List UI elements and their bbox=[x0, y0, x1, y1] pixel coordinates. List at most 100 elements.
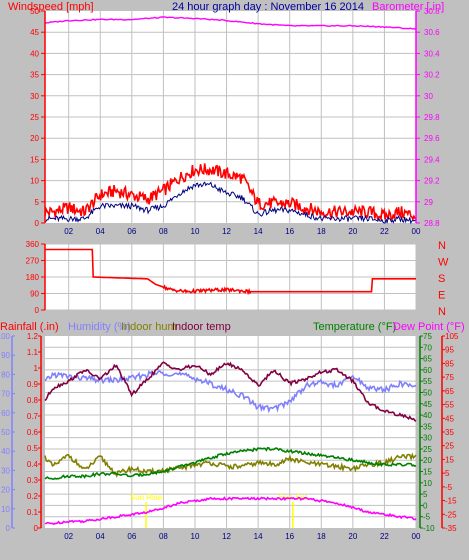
x-tick-label: 02 bbox=[64, 532, 73, 541]
x-tick-label: 14 bbox=[254, 227, 263, 236]
y-tick-label: 45 bbox=[423, 400, 432, 409]
x-tick-label: 14 bbox=[254, 532, 263, 541]
y-tick-label: 60 bbox=[423, 366, 432, 375]
y-tick-label: 15 bbox=[30, 155, 39, 164]
temp-x-axis: 02 04 06 08 10 12 14 16 18 20 22 00 bbox=[64, 532, 421, 541]
windspeed-axis: 0 5 10 15 20 25 30 35 40 45 50 bbox=[30, 7, 46, 228]
y-tick-label: 70 bbox=[423, 343, 432, 352]
y-tick-label: 20 bbox=[1, 486, 10, 495]
y2-tick-label: 29.8 bbox=[424, 113, 440, 122]
direction-series bbox=[45, 248, 416, 296]
temp-axes: 0 0.1 0.2 0.3 0.4 0.5 0.6 0.7 0.8 0.9 1 1.1 1.2 0 10 20… bbox=[0, 332, 459, 533]
y-tick-label: 5 bbox=[423, 490, 428, 499]
x-tick-label: 22 bbox=[380, 532, 389, 541]
wind-grid bbox=[45, 11, 417, 223]
y2-tick-label: 30.2 bbox=[424, 71, 440, 80]
direction-grid bbox=[45, 243, 417, 311]
temp-plot-area bbox=[45, 336, 416, 528]
y-tick-label: 0 bbox=[35, 306, 40, 315]
y-tick-label: 30 bbox=[1, 466, 10, 475]
y-tick-label: 35 bbox=[30, 71, 39, 80]
legend-indoor-temp: Indoor temp bbox=[172, 321, 231, 333]
x-tick-label: 16 bbox=[285, 227, 294, 236]
x-tick-label: 12 bbox=[222, 532, 231, 541]
compass-label: N bbox=[438, 240, 446, 252]
y-tick-label: 0 bbox=[6, 524, 11, 533]
y-tick-label: 50 bbox=[1, 428, 10, 437]
y-tick-label: 35 bbox=[423, 422, 432, 431]
y-tick-label: 0.4 bbox=[27, 460, 39, 469]
y-tick-label: 30 bbox=[423, 434, 432, 443]
direction-axis: 0 90 180 270 360 bbox=[26, 240, 46, 315]
y-tick-label: 20 bbox=[423, 456, 432, 465]
compass-label: S bbox=[438, 273, 445, 285]
y-tick-label: 270 bbox=[26, 257, 40, 266]
y-tick-label: -25 bbox=[445, 510, 457, 519]
barometer-axis-label: Barometer [.in] bbox=[372, 1, 444, 13]
compass-label: W bbox=[438, 257, 449, 269]
y-tick-label: 0.7 bbox=[27, 412, 39, 421]
y2-tick-label: 30.6 bbox=[424, 28, 440, 37]
y-tick-label: 55 bbox=[423, 377, 432, 386]
y-tick-label: -5 bbox=[445, 483, 453, 492]
y-tick-label: 50 bbox=[423, 388, 432, 397]
y-tick-label: 15 bbox=[445, 455, 454, 464]
x-tick-label: 08 bbox=[159, 532, 168, 541]
barometer-axis: 28.8 29 29.2 29.4 29.6 29.8 30 30.2 30.4 30.6 30.8 bbox=[415, 7, 440, 228]
x-tick-label: 00 bbox=[412, 227, 421, 236]
y-tick-label: -10 bbox=[423, 524, 435, 533]
temperature-line bbox=[44, 446, 417, 481]
x-tick-label: 18 bbox=[317, 532, 326, 541]
wind-series bbox=[44, 16, 417, 225]
x-tick-label: 20 bbox=[348, 227, 357, 236]
y-tick-label: 15 bbox=[423, 468, 432, 477]
x-tick-label: 10 bbox=[191, 227, 200, 236]
y-tick-label: 20 bbox=[30, 134, 39, 143]
y-tick-label: 0.5 bbox=[27, 444, 39, 453]
y-tick-label: 35 bbox=[445, 428, 454, 437]
x-tick-label: 04 bbox=[96, 227, 105, 236]
y-tick-label: 30 bbox=[30, 92, 39, 101]
y-tick-label: 5 bbox=[35, 198, 40, 207]
x-tick-label: 02 bbox=[64, 227, 73, 236]
y-tick-label: 0.1 bbox=[27, 508, 39, 517]
y-tick-label: 360 bbox=[26, 240, 40, 249]
x-tick-label: 00 bbox=[412, 532, 421, 541]
y-tick-label: 90 bbox=[30, 290, 39, 299]
y-tick-label: 25 bbox=[445, 442, 454, 451]
y-tick-label: 0.2 bbox=[27, 492, 39, 501]
y-tick-label: -5 bbox=[423, 513, 431, 522]
y-tick-label: 10 bbox=[30, 177, 39, 186]
y-tick-label: 0.3 bbox=[27, 476, 39, 485]
y-tick-label: 40 bbox=[1, 447, 10, 456]
y2-tick-label: 29.2 bbox=[424, 177, 440, 186]
y2-tick-label: 29.6 bbox=[424, 134, 440, 143]
y-tick-label: 95 bbox=[445, 346, 454, 355]
y-tick-label: -35 bbox=[445, 524, 457, 533]
x-tick-label: 12 bbox=[222, 227, 231, 236]
y-tick-label: 0.6 bbox=[27, 428, 39, 437]
y-tick-label: 10 bbox=[1, 505, 10, 514]
barometer-line bbox=[44, 16, 417, 31]
y-tick-label: 85 bbox=[445, 359, 454, 368]
legend-humidity: Humidity (%) bbox=[68, 321, 131, 333]
y-tick-label: 60 bbox=[1, 409, 10, 418]
y-tick-label: 10 bbox=[423, 479, 432, 488]
y-tick-label: 40 bbox=[30, 49, 39, 58]
y2-tick-label: 30 bbox=[424, 92, 433, 101]
indoor-temp-line bbox=[44, 361, 417, 422]
windspeed-axis-label: Windspeed [mph] bbox=[8, 1, 94, 13]
y-tick-label: 25 bbox=[423, 445, 432, 454]
legend-rainfall: Rainfall (.in) bbox=[0, 321, 59, 333]
x-tick-label: 20 bbox=[348, 532, 357, 541]
wind-chart-title: 24 hour graph day : November 16 2014 bbox=[172, 1, 364, 13]
y-tick-label: 45 bbox=[30, 28, 39, 37]
y-tick-label: 0 bbox=[35, 219, 40, 228]
y-tick-label: 75 bbox=[445, 373, 454, 382]
y-tick-label: 1.1 bbox=[27, 348, 39, 357]
humidity-line bbox=[44, 369, 417, 414]
y-tick-label: 0 bbox=[423, 501, 428, 510]
temp-grid bbox=[45, 336, 417, 528]
